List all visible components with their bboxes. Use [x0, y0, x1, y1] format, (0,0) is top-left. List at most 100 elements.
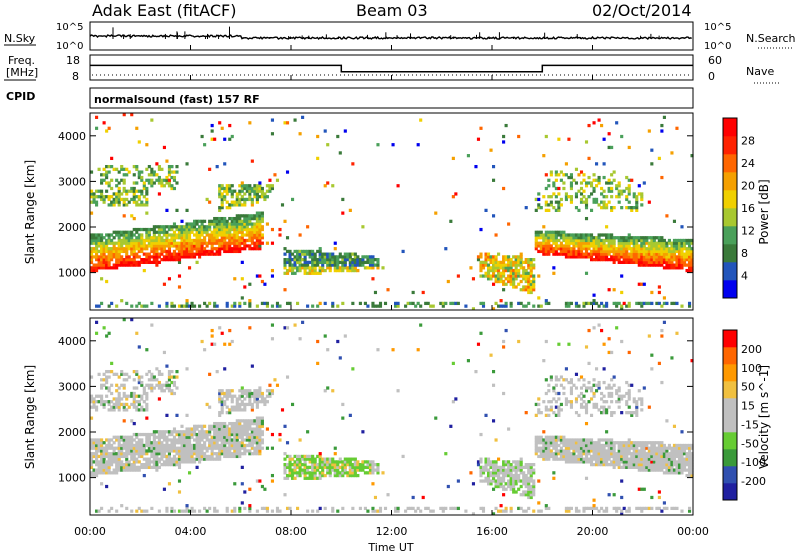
power-cell	[584, 181, 589, 185]
power-cell	[210, 137, 214, 141]
power-cell	[162, 184, 166, 188]
velocity-cell	[235, 446, 239, 450]
velocity-cell	[122, 465, 126, 469]
power-cell	[107, 263, 111, 267]
velocity-cell	[120, 372, 124, 376]
power-cell	[346, 252, 350, 256]
power-cell	[635, 206, 639, 210]
velocity-cell	[464, 509, 468, 513]
power-cell	[235, 197, 239, 202]
velocity-cell	[117, 391, 121, 396]
power-cell	[213, 230, 217, 234]
velocity-cell	[120, 438, 124, 442]
velocity-cell	[323, 460, 327, 464]
velocity-cell	[499, 509, 503, 513]
power-cell	[650, 260, 654, 264]
velocity-cell	[150, 432, 154, 437]
power-cell	[223, 249, 227, 254]
power-cell	[288, 260, 292, 264]
power-cell	[253, 186, 257, 191]
velocity-cell	[544, 438, 548, 442]
power-cell	[574, 181, 579, 185]
power-cell	[175, 244, 179, 248]
power-cell	[220, 225, 224, 229]
velocity-cell	[255, 430, 259, 434]
power-cell	[600, 241, 604, 245]
velocity-cell	[125, 408, 129, 412]
power-cell	[135, 236, 139, 240]
power-cell	[622, 247, 626, 251]
power-cell	[215, 222, 219, 226]
velocity-cell	[607, 443, 611, 448]
velocity-cell	[90, 405, 94, 409]
power-cell	[115, 258, 119, 262]
power-cell	[288, 258, 292, 262]
velocity-cell	[512, 484, 516, 489]
power-cell	[529, 282, 533, 286]
power-cell	[572, 244, 576, 248]
velocity-cell	[253, 391, 257, 396]
velocity-cell	[574, 454, 579, 459]
power-cell	[612, 178, 616, 182]
velocity-cell	[572, 438, 576, 442]
power-cell	[223, 189, 227, 193]
power-cell	[92, 249, 96, 254]
power-cell	[600, 249, 604, 254]
power-cell	[627, 247, 631, 251]
power-cell	[165, 301, 169, 306]
velocity-cell	[235, 419, 239, 423]
power-cell	[170, 252, 174, 256]
power-cell	[203, 252, 207, 256]
power-cell	[615, 301, 619, 306]
velocity-cell	[210, 438, 214, 442]
power-cell	[147, 255, 151, 259]
power-cell	[243, 192, 247, 196]
velocity-cell	[296, 454, 300, 459]
velocity-cell	[529, 490, 533, 494]
power-cell	[150, 118, 154, 122]
power-cell	[529, 266, 533, 270]
velocity-cell	[346, 457, 350, 461]
power-cell	[127, 233, 131, 237]
velocity-cell	[296, 471, 300, 475]
power-cell	[105, 241, 109, 245]
power-cell	[165, 236, 169, 240]
power-cell	[605, 258, 609, 262]
power-cell	[293, 118, 297, 122]
velocity-cell	[258, 446, 262, 450]
power-cell	[524, 285, 528, 289]
power-cell	[489, 268, 493, 273]
velocity-cell	[489, 353, 493, 357]
power-cell	[182, 238, 187, 243]
power-cell	[228, 222, 232, 226]
velocity-cell	[547, 441, 551, 445]
velocity-cell	[479, 468, 483, 472]
power-cell	[597, 233, 601, 237]
power-cell	[627, 206, 631, 210]
power-cell	[92, 236, 96, 240]
power-cell	[112, 230, 116, 234]
power-cell	[464, 304, 468, 308]
velocity-cell	[195, 441, 199, 445]
power-cell	[195, 219, 199, 223]
velocity-cell	[243, 446, 247, 450]
power-cell	[672, 301, 677, 306]
velocity-cell	[321, 465, 325, 469]
power-cell	[431, 304, 435, 308]
power-cell	[640, 192, 644, 196]
power-cell	[637, 282, 641, 286]
power-cell	[255, 274, 259, 278]
velocity-cell	[542, 446, 546, 450]
velocity-cell	[200, 449, 204, 453]
velocity-cell	[102, 449, 106, 453]
velocity-cell	[607, 386, 611, 390]
power-cell	[637, 238, 641, 243]
power-cell	[635, 236, 639, 240]
power-cell	[218, 241, 222, 245]
velocity-cell	[167, 460, 171, 464]
power-cell	[293, 255, 297, 259]
power-cell	[303, 268, 307, 273]
power-cell	[416, 301, 420, 306]
velocity-cell	[569, 454, 573, 459]
power-cell	[135, 189, 139, 193]
